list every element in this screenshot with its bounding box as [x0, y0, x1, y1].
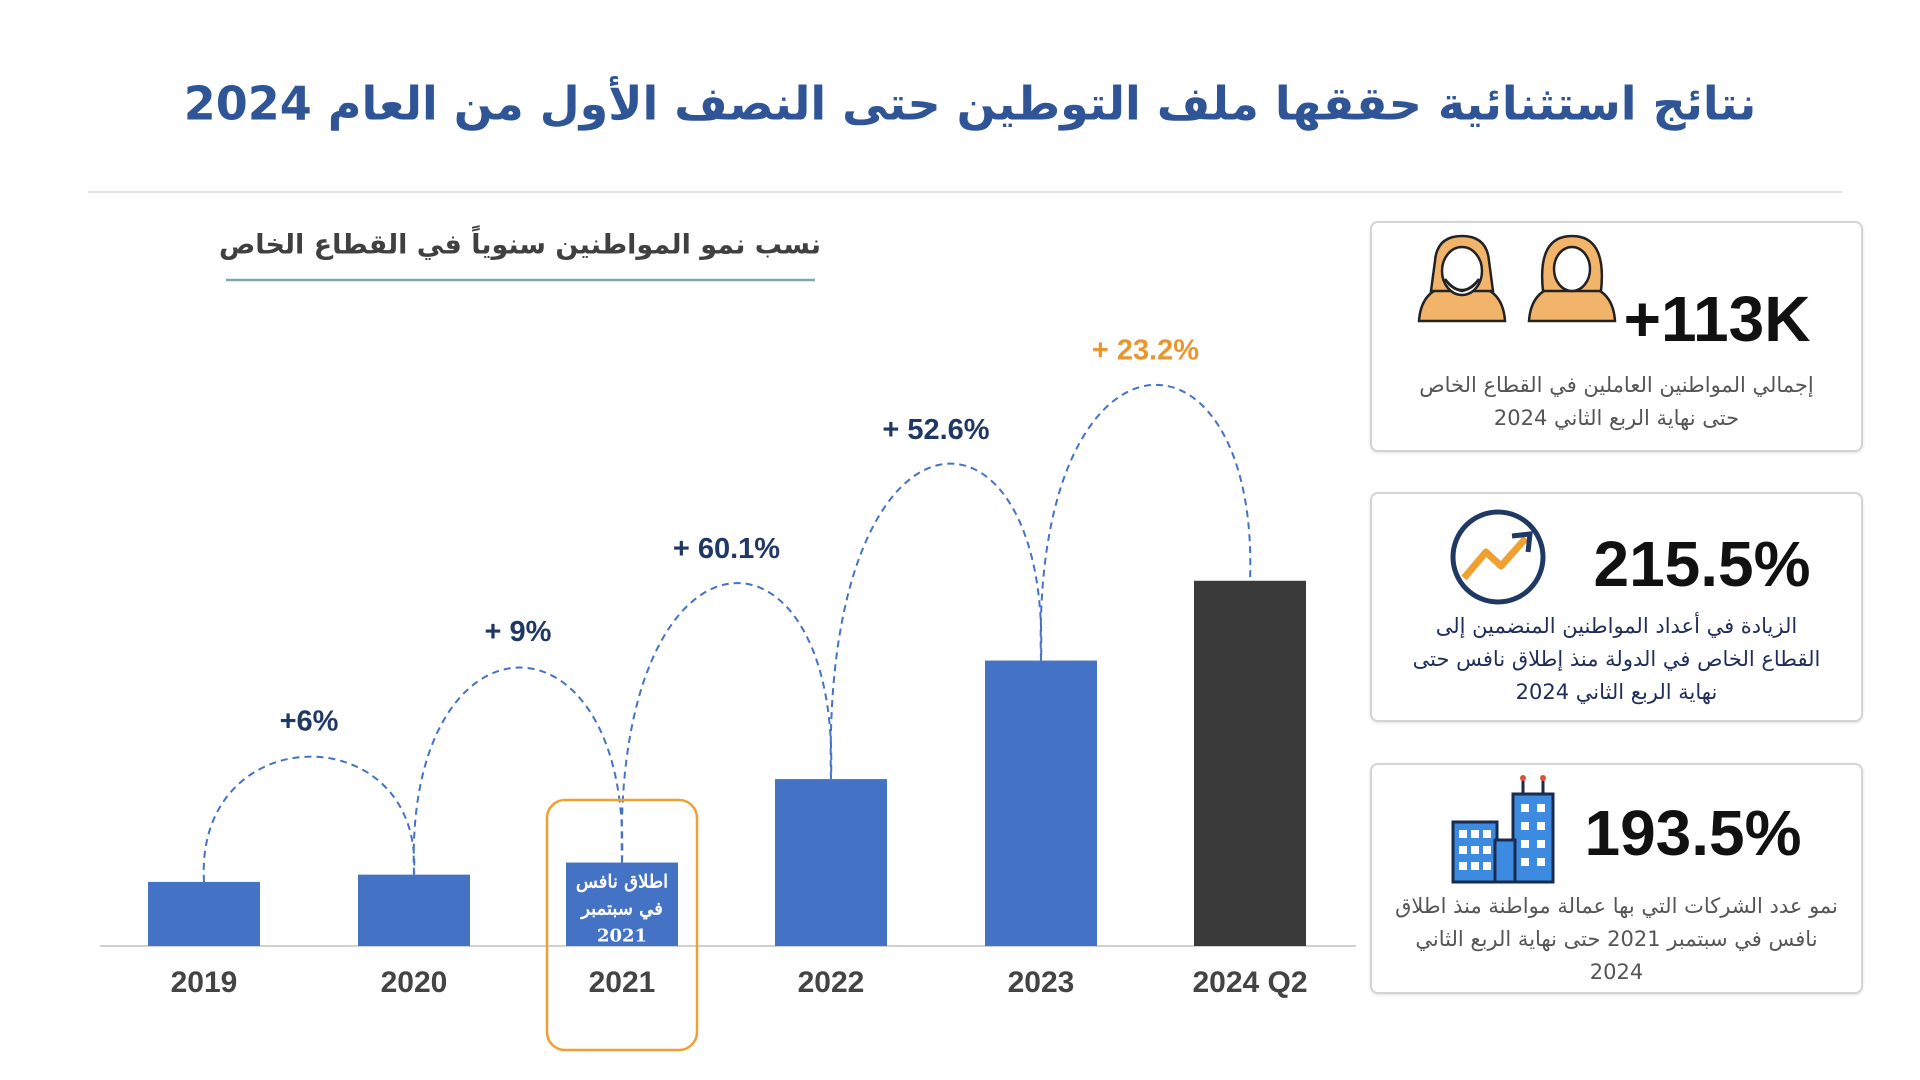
stat: +113K [1623, 283, 1811, 355]
bar [985, 660, 1097, 946]
stat: 193.5% [1584, 797, 1802, 869]
growth-arc [1039, 383, 1252, 661]
text-line: إجمالي المواطنين العاملين في القطاع الخا… [1419, 373, 1814, 397]
bar [566, 862, 678, 946]
bar [775, 779, 887, 946]
bar [148, 881, 260, 946]
stat: 215.5% [1593, 528, 1811, 600]
card-text: الزيادة في أعداد المواطنين المنضمين إلى … [1372, 610, 1861, 709]
growth-label: + 23.2% [1092, 334, 1199, 366]
card: 193.5% نمو عدد الشركات التي بها عمالة مو… [1370, 763, 1863, 994]
text-line: نهاية الربع الثاني 2024 [1515, 680, 1718, 704]
people-icon [1417, 234, 1617, 323]
x-tick-label: 2022 [798, 966, 865, 999]
growth-arc [412, 666, 624, 875]
growth-label: +6% [280, 705, 339, 737]
bar-note: 2021 [597, 926, 647, 947]
text-line: حتى نهاية الربع الثاني 2024 [1493, 406, 1740, 430]
growth-label: + 52.6% [882, 414, 989, 446]
bar [1194, 580, 1306, 946]
text-line: القطاع الخاص في الدولة منذ إطلاق نافس حت… [1412, 647, 1821, 671]
text-line: نافس في سبتمبر 2021 حتى نهاية الربع الثا… [1415, 927, 1818, 951]
x-tick-label: 2021 [589, 966, 656, 999]
x-tick-label: 2023 [1008, 966, 1075, 999]
trend-icon [1450, 509, 1546, 605]
buildings-icon [1451, 775, 1555, 884]
growth-arc [829, 462, 1043, 780]
text-line: الزيادة في أعداد المواطنين المنضمين إلى [1435, 614, 1798, 638]
text-line: 2024 [1589, 960, 1644, 984]
card: +113K إجمالي المواطنين العاملين في القطا… [1370, 221, 1863, 452]
growth-label: + 9% [485, 616, 552, 648]
text-line: نمو عدد الشركات التي بها عمالة مواطنة من… [1395, 894, 1838, 918]
bar-note: في سبتمبر [579, 899, 663, 920]
growth-arc [202, 755, 416, 882]
x-tick-label: 2024 Q2 [1192, 966, 1307, 999]
title: نتائج استثنائية حققها ملف التوطين حتى ال… [184, 76, 1756, 131]
growth-arc [620, 582, 833, 863]
card-text: نمو عدد الشركات التي بها عمالة مواطنة من… [1372, 890, 1861, 989]
growth-label: + 60.1% [673, 533, 780, 565]
card-text: إجمالي المواطنين العاملين في القطاع الخا… [1372, 369, 1861, 435]
chart-subtitle: نسب نمو المواطنين سنوياً في القطاع الخاص [219, 225, 821, 261]
card: 215.5% الزيادة في أعداد المواطنين المنضم… [1370, 492, 1863, 722]
x-tick-label: 2019 [171, 966, 238, 999]
bar [358, 874, 470, 946]
bar-note: اطلاق نافس [576, 872, 668, 893]
x-tick-label: 2020 [381, 966, 448, 999]
highlight-box [545, 798, 699, 1052]
